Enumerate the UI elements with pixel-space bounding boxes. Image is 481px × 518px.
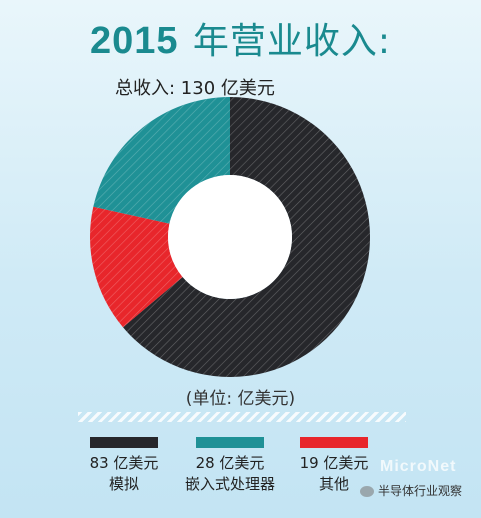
legend-value-embedded: 28 亿美元: [195, 454, 265, 472]
legend-label-other: 其他: [318, 475, 349, 493]
slice-analog-hatch: [122, 97, 370, 377]
chart-title: 2015 年营业收入:: [0, 12, 481, 64]
wechat-icon: [360, 486, 374, 497]
legend-item-analog: 83 亿美元 模拟: [64, 437, 184, 495]
legend-swatch-other: [300, 437, 368, 448]
donut-chart: [90, 96, 370, 377]
unit-note: (单位: 亿美元): [185, 389, 296, 409]
slice-other-hatch: [90, 206, 183, 328]
wechat-account: 半导体行业观察: [360, 482, 462, 499]
legend-value-other: 19 亿美元: [299, 454, 369, 472]
total-revenue-label: 总收入: 130 亿美元: [115, 78, 275, 99]
donut-hole: [168, 175, 292, 299]
legend-label-analog: 模拟: [108, 475, 139, 493]
legend-label-embedded: 嵌入式处理器: [184, 475, 275, 493]
watermark-text: MicroNet: [380, 458, 457, 475]
legend-item-other: 19 亿美元 其他: [274, 437, 394, 495]
slice-embedded-hatch: [93, 96, 230, 224]
legend-value-analog: 83 亿美元: [89, 454, 159, 472]
title-year: 2015: [90, 20, 179, 62]
title-text: 年营业收入:: [192, 21, 391, 62]
divider-stripe: [78, 412, 406, 422]
legend-swatch-embedded: [196, 437, 264, 448]
legend-item-embedded: 28 亿美元 嵌入式处理器: [170, 437, 290, 495]
wechat-account-name: 半导体行业观察: [378, 484, 463, 498]
legend-swatch-analog: [90, 437, 158, 448]
